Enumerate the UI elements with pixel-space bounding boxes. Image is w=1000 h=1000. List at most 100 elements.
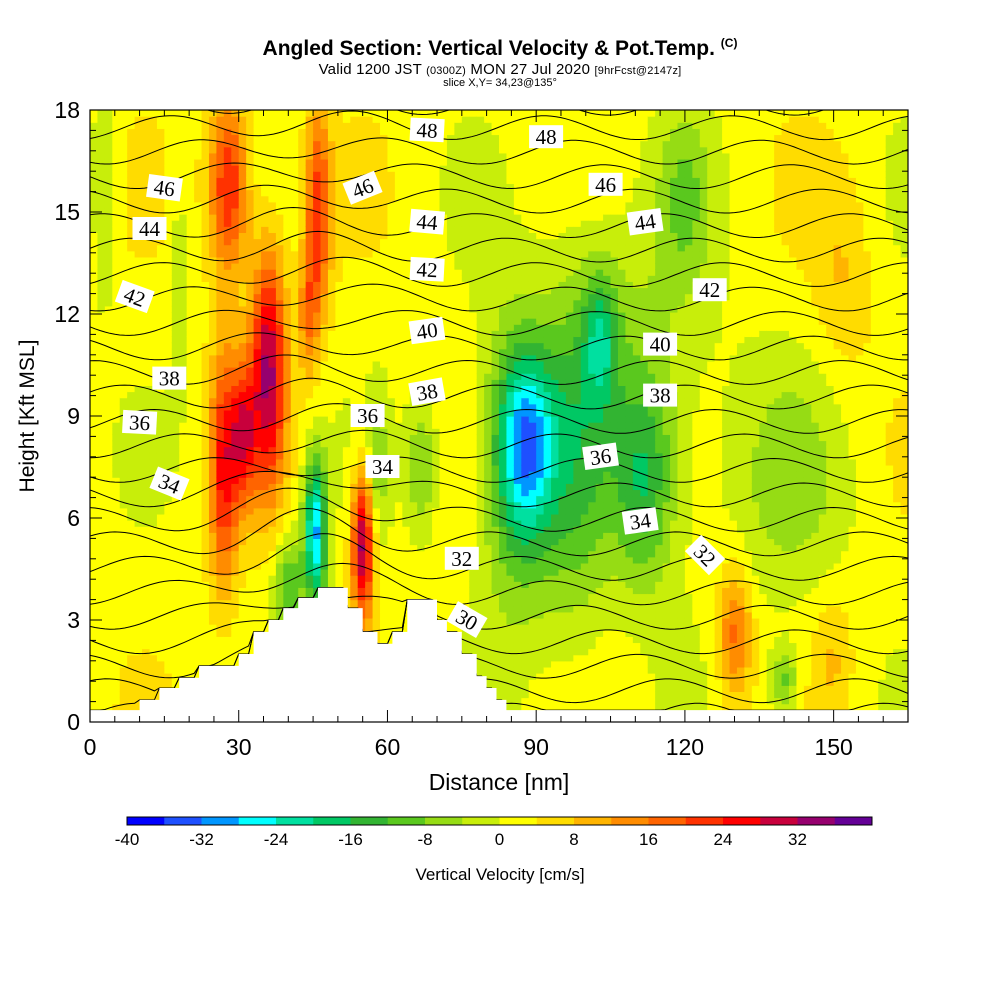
field-cell [439, 428, 448, 435]
field-cell [342, 299, 351, 307]
field-cell [432, 146, 441, 154]
field-cell [305, 183, 314, 191]
field-cell [283, 532, 292, 539]
field-cell [298, 110, 307, 117]
field-cell [253, 140, 262, 148]
field-cell [432, 495, 441, 503]
field-cell [231, 183, 240, 191]
field-cell [409, 305, 418, 313]
field-cell [223, 593, 232, 601]
field-cell [313, 220, 322, 227]
field-cell [327, 360, 336, 368]
field-cell [261, 269, 270, 276]
field-cell [394, 379, 403, 386]
field-cell [387, 636, 396, 644]
field-cell [402, 342, 411, 350]
field-cell [365, 293, 374, 301]
field-cell [171, 605, 180, 613]
field-cell [446, 195, 455, 203]
field-cell [394, 207, 403, 215]
field-cell [201, 207, 210, 215]
field-cell [380, 367, 389, 374]
field-cell [268, 195, 277, 203]
field-cell [179, 458, 188, 466]
field-cell [90, 391, 99, 399]
field-cell [261, 342, 270, 350]
field-cell [186, 464, 195, 472]
field-cell [112, 550, 121, 558]
field-cell [194, 403, 203, 411]
field-cell [171, 428, 180, 435]
field-cell [268, 416, 277, 423]
field-cell [298, 587, 307, 595]
field-cell [201, 587, 210, 595]
field-cell [156, 544, 165, 552]
field-cell [119, 562, 128, 570]
field-cell [142, 605, 151, 613]
field-cell [268, 373, 277, 380]
field-cell [253, 360, 262, 368]
field-cell [201, 226, 210, 233]
field-cell [90, 152, 99, 160]
field-cell [290, 397, 299, 405]
field-cell [231, 617, 240, 625]
field-cell [179, 422, 188, 429]
field-cell [134, 513, 143, 521]
field-cell [104, 140, 113, 148]
field-cell [246, 165, 255, 172]
field-cell [402, 140, 411, 148]
field-cell [104, 318, 113, 325]
field-cell [253, 232, 262, 240]
field-cell [238, 538, 247, 546]
field-cell [149, 666, 158, 674]
field-cell [104, 232, 113, 240]
field-cell [275, 128, 284, 136]
field-cell [394, 158, 403, 166]
field-cell [201, 471, 210, 478]
field-cell [261, 207, 270, 215]
field-cell [90, 269, 99, 276]
field-cell [223, 348, 232, 356]
field-cell [342, 367, 351, 374]
field-cell [171, 158, 180, 166]
field-cell [134, 171, 143, 178]
field-cell [313, 501, 322, 509]
field-cell [320, 275, 329, 282]
field-cell [298, 416, 307, 423]
field-cell [119, 617, 128, 625]
field-cell [290, 379, 299, 386]
field-cell [365, 495, 374, 503]
field-cell [179, 452, 188, 460]
field-cell [127, 569, 136, 576]
field-cell [365, 428, 374, 435]
field-cell [350, 556, 359, 564]
field-cell [327, 452, 336, 460]
field-cell [134, 269, 143, 276]
field-cell [350, 158, 359, 166]
field-cell [409, 152, 418, 160]
field-cell [179, 122, 188, 129]
field-cell [380, 189, 389, 197]
field-cell [298, 422, 307, 429]
field-cell [208, 385, 218, 393]
field-cell [194, 195, 203, 203]
field-cell [104, 146, 113, 154]
field-cell [112, 642, 121, 650]
field-cell [350, 544, 359, 552]
field-cell [439, 422, 448, 429]
field-cell [261, 495, 270, 503]
field-cell [432, 403, 441, 411]
field-cell [231, 354, 240, 362]
field-cell [320, 263, 329, 270]
field-cell [432, 458, 441, 466]
field-cell [380, 611, 389, 619]
field-cell [171, 128, 180, 136]
field-cell [372, 360, 381, 368]
field-cell [439, 593, 448, 601]
field-cell [261, 397, 270, 405]
field-cell [231, 544, 240, 552]
field-cell [97, 305, 106, 313]
field-cell [402, 587, 411, 595]
field-cell [357, 520, 366, 527]
field-cell [90, 550, 99, 558]
